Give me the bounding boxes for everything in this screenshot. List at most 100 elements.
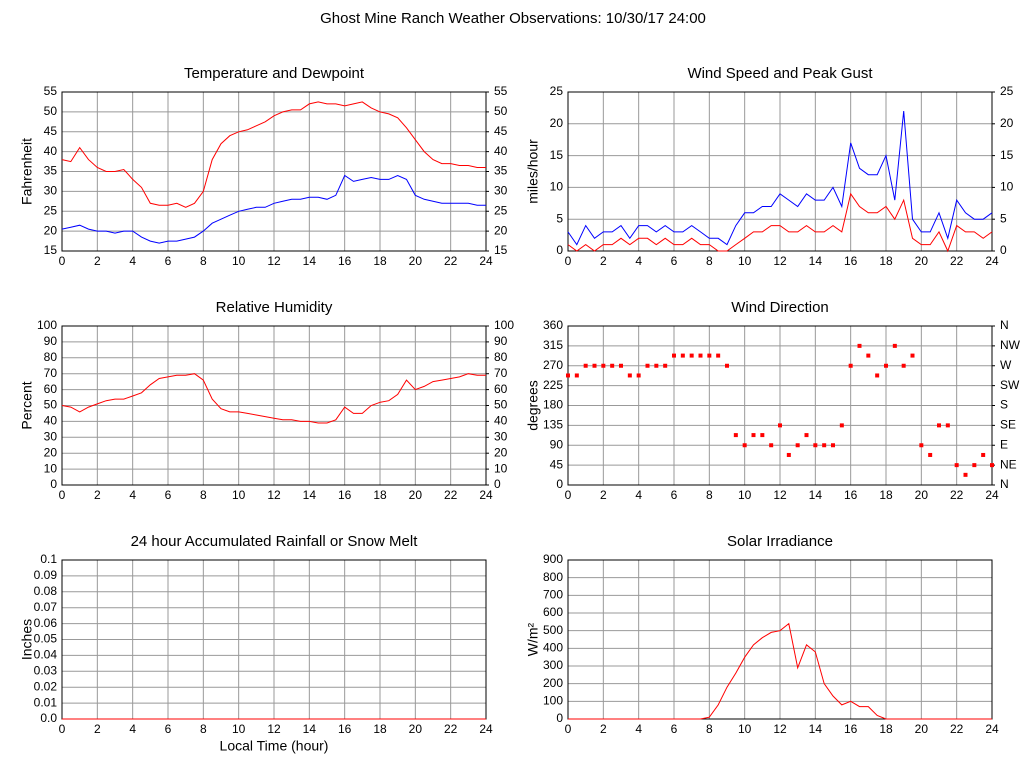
- y-tick-label: 0.03: [34, 663, 58, 677]
- data-point: [778, 423, 782, 428]
- y-tick-label: 500: [543, 623, 563, 637]
- y2-tick-label: N: [1000, 318, 1009, 332]
- y-tick-label: 0: [556, 711, 563, 725]
- y2-tick-label: 35: [494, 164, 508, 178]
- y-tick-label: 700: [543, 588, 563, 602]
- x-tick-label: 4: [129, 254, 136, 268]
- y-tick-label: 400: [543, 641, 563, 655]
- data-line: [61, 101, 486, 208]
- data-point: [972, 463, 977, 468]
- y-tick-label: 20: [44, 445, 58, 459]
- x-tick-label: 22: [444, 488, 458, 502]
- y-tick-label: 0.1: [40, 552, 57, 566]
- x-tick-label: 14: [809, 488, 823, 502]
- data-point: [574, 373, 579, 378]
- data-point: [672, 353, 676, 358]
- x-tick-label: 2: [600, 488, 607, 502]
- x-tick-label: 22: [950, 488, 964, 502]
- y2-tick-label: 55: [494, 84, 508, 98]
- y-axis-label: W/m²: [525, 622, 541, 656]
- x-tick-label: 8: [706, 254, 713, 268]
- x-tick-label: 12: [773, 254, 787, 268]
- x-tick-label: 6: [165, 488, 172, 502]
- x-tick-label: 16: [844, 488, 858, 502]
- x-tick-label: 24: [479, 722, 493, 736]
- y2-tick-label: 100: [494, 318, 514, 332]
- data-point: [945, 423, 950, 428]
- x-tick-label: 16: [338, 488, 352, 502]
- y-tick-label: 80: [44, 350, 58, 364]
- x-tick-label: 12: [267, 722, 281, 736]
- y-tick-label: 0.08: [34, 584, 58, 598]
- x-tick-label: 12: [267, 254, 281, 268]
- data-point: [990, 463, 994, 468]
- y-tick-label: 0: [556, 243, 563, 257]
- data-point: [910, 353, 915, 358]
- y-tick-label: 270: [543, 358, 563, 372]
- data-point: [619, 363, 623, 368]
- y2-tick-label: 15: [494, 243, 508, 257]
- y-tick-label: 50: [44, 104, 58, 118]
- y-tick-label: 40: [44, 144, 58, 158]
- y-tick-label: 0.09: [34, 568, 58, 582]
- x-tick-label: 14: [809, 722, 823, 736]
- x-tick-label: 20: [915, 254, 929, 268]
- data-point: [654, 363, 659, 368]
- data-point: [786, 452, 791, 457]
- data-point: [566, 373, 570, 378]
- chart-title: Temperature and Dewpoint: [184, 65, 365, 82]
- y2-tick-label: SW: [1000, 378, 1020, 392]
- y-tick-label: 10: [44, 461, 58, 475]
- y2-tick-label: 70: [494, 366, 508, 380]
- data-point: [733, 433, 738, 438]
- data-point: [698, 353, 703, 358]
- y2-tick-label: 40: [494, 414, 508, 428]
- data-point: [857, 343, 862, 348]
- data-point: [689, 353, 694, 358]
- y-tick-label: 100: [543, 694, 563, 708]
- y2-tick-label: 40: [494, 144, 508, 158]
- data-line: [568, 622, 992, 720]
- y-tick-label: 90: [550, 437, 564, 451]
- y-tick-label: 90: [44, 334, 58, 348]
- y2-tick-label: NE: [1000, 457, 1017, 471]
- y2-tick-label: 50: [494, 398, 508, 412]
- x-tick-label: 18: [373, 488, 387, 502]
- data-point: [707, 353, 712, 358]
- y-tick-label: 50: [44, 398, 58, 412]
- y2-tick-label: E: [1000, 437, 1008, 451]
- x-tick-label: 20: [409, 722, 423, 736]
- chart-title: 24 hour Accumulated Rainfall or Snow Mel…: [131, 533, 419, 550]
- data-line: [61, 373, 486, 424]
- x-tick-label: 2: [94, 488, 101, 502]
- x-tick-label: 2: [94, 722, 101, 736]
- plot-frame: [61, 91, 487, 252]
- x-tick-label: 22: [950, 722, 964, 736]
- x-tick-label: 12: [267, 488, 281, 502]
- data-point: [725, 363, 729, 368]
- y2-tick-label: S: [1000, 398, 1008, 412]
- y-tick-label: 180: [543, 398, 563, 412]
- x-tick-label: 4: [635, 254, 642, 268]
- x-tick-label: 10: [232, 254, 246, 268]
- y-tick-label: 360: [543, 318, 563, 332]
- y-axis-label: Percent: [19, 381, 35, 429]
- data-point: [601, 363, 606, 368]
- x-tick-label: 10: [738, 722, 752, 736]
- y-tick-label: 200: [543, 676, 563, 690]
- y-tick-label: 800: [543, 570, 563, 584]
- y2-tick-label: 60: [494, 382, 508, 396]
- x-tick-label: 10: [738, 254, 752, 268]
- y2-tick-label: 10: [1000, 180, 1014, 194]
- data-point: [610, 363, 615, 368]
- y2-tick-label: W: [1000, 358, 1012, 372]
- y-tick-label: 900: [543, 552, 563, 566]
- data-point: [636, 373, 641, 378]
- x-tick-label: 18: [879, 488, 893, 502]
- x-tick-label: 8: [200, 488, 207, 502]
- x-tick-label: 6: [165, 254, 172, 268]
- data-point: [751, 433, 756, 438]
- x-tick-label: 0: [59, 488, 66, 502]
- x-tick-label: 0: [59, 254, 66, 268]
- plot-frame: [567, 91, 993, 252]
